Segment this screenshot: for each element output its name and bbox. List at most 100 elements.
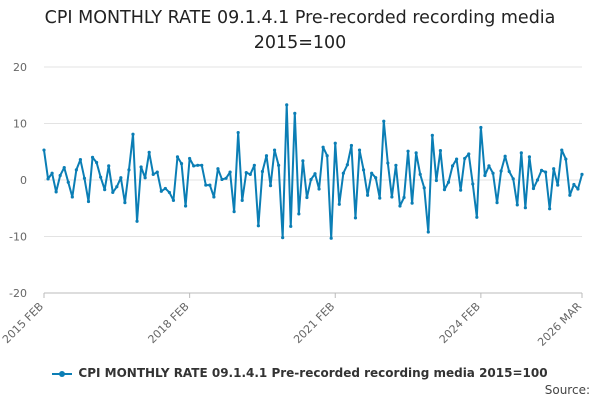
data-point[interactable] (450, 164, 455, 168)
data-point[interactable] (527, 155, 532, 159)
data-point[interactable] (119, 176, 123, 180)
data-point[interactable] (313, 172, 317, 176)
data-point[interactable] (107, 164, 111, 168)
data-point[interactable] (434, 178, 438, 183)
data-point[interactable] (386, 161, 390, 165)
data-point[interactable] (42, 148, 46, 152)
data-point[interactable] (483, 173, 487, 178)
data-point[interactable] (204, 183, 208, 187)
data-point[interactable] (293, 111, 297, 115)
data-point[interactable] (564, 157, 568, 161)
data-point[interactable] (220, 177, 224, 182)
data-point[interactable] (535, 178, 540, 182)
data-point[interactable] (560, 148, 564, 152)
data-point[interactable] (268, 184, 273, 188)
data-point[interactable] (317, 187, 321, 191)
data-point[interactable] (349, 143, 354, 148)
data-point[interactable] (511, 177, 515, 181)
data-point[interactable] (515, 203, 519, 207)
data-point[interactable] (467, 152, 471, 156)
data-point[interactable] (539, 168, 544, 172)
data-point[interactable] (366, 193, 370, 197)
data-point[interactable] (543, 170, 548, 174)
data-point[interactable] (378, 196, 382, 200)
data-point[interactable] (394, 163, 398, 167)
data-point[interactable] (357, 148, 362, 152)
data-point[interactable] (248, 172, 252, 176)
data-point[interactable] (281, 236, 285, 240)
data-point[interactable] (167, 190, 171, 195)
data-point[interactable] (285, 103, 289, 107)
data-point[interactable] (523, 206, 527, 210)
data-point[interactable] (228, 170, 232, 174)
data-point[interactable] (260, 169, 265, 174)
data-point[interactable] (78, 158, 83, 162)
data-point[interactable] (155, 170, 159, 174)
data-point[interactable] (256, 224, 260, 228)
data-point[interactable] (224, 176, 228, 180)
data-point[interactable] (345, 163, 349, 167)
data-point[interactable] (410, 201, 414, 205)
data-point[interactable] (507, 169, 511, 174)
data-point[interactable] (123, 201, 127, 205)
data-point[interactable] (370, 171, 374, 175)
data-point[interactable] (127, 168, 131, 172)
data-point[interactable] (576, 187, 580, 191)
data-point[interactable] (325, 154, 329, 158)
data-point[interactable] (402, 195, 406, 200)
data-point[interactable] (406, 149, 410, 153)
data-point[interactable] (179, 162, 184, 166)
data-point[interactable] (272, 148, 277, 152)
data-point[interactable] (422, 186, 426, 190)
data-point[interactable] (495, 201, 499, 205)
data-point[interactable] (552, 167, 556, 171)
data-point[interactable] (50, 171, 54, 175)
data-point[interactable] (556, 183, 560, 187)
data-point[interactable] (143, 176, 147, 180)
data-point[interactable] (503, 154, 507, 158)
data-point[interactable] (418, 172, 422, 176)
data-point[interactable] (264, 154, 269, 158)
data-point[interactable] (244, 171, 248, 175)
data-point[interactable] (430, 133, 434, 137)
data-point[interactable] (398, 204, 402, 208)
data-point[interactable] (183, 204, 188, 208)
data-point[interactable] (329, 236, 333, 240)
data-point[interactable] (147, 150, 151, 154)
data-point[interactable] (212, 195, 216, 199)
data-point[interactable] (188, 156, 192, 161)
data-point[interactable] (446, 180, 451, 184)
data-point[interactable] (103, 188, 107, 192)
data-point[interactable] (337, 202, 341, 206)
data-point[interactable] (74, 168, 78, 172)
data-point[interactable] (159, 189, 163, 193)
data-point[interactable] (459, 188, 463, 192)
legend[interactable]: CPI MONTHLY RATE 09.1.4.1 Pre-recorded r… (0, 366, 600, 380)
data-point[interactable] (309, 177, 313, 182)
data-point[interactable] (531, 186, 536, 191)
data-point[interactable] (333, 141, 337, 145)
data-point[interactable] (111, 190, 115, 195)
data-point[interactable] (455, 157, 459, 161)
data-point[interactable] (208, 183, 212, 187)
data-point[interactable] (297, 212, 301, 216)
data-point[interactable] (361, 168, 366, 172)
data-point[interactable] (46, 177, 50, 181)
data-point[interactable] (519, 151, 523, 155)
data-point[interactable] (66, 180, 70, 184)
data-point[interactable] (305, 195, 309, 200)
data-point[interactable] (341, 171, 345, 175)
data-point[interactable] (289, 224, 293, 228)
data-point[interactable] (115, 185, 119, 189)
data-point[interactable] (353, 216, 358, 220)
data-point[interactable] (236, 130, 240, 135)
data-point[interactable] (568, 193, 572, 197)
data-point[interactable] (139, 165, 143, 169)
data-point[interactable] (479, 125, 483, 130)
data-point[interactable] (487, 164, 491, 168)
data-point[interactable] (175, 155, 180, 159)
data-point[interactable] (390, 195, 394, 199)
data-point[interactable] (240, 198, 244, 202)
data-point[interactable] (86, 199, 91, 204)
data-point[interactable] (548, 207, 552, 211)
